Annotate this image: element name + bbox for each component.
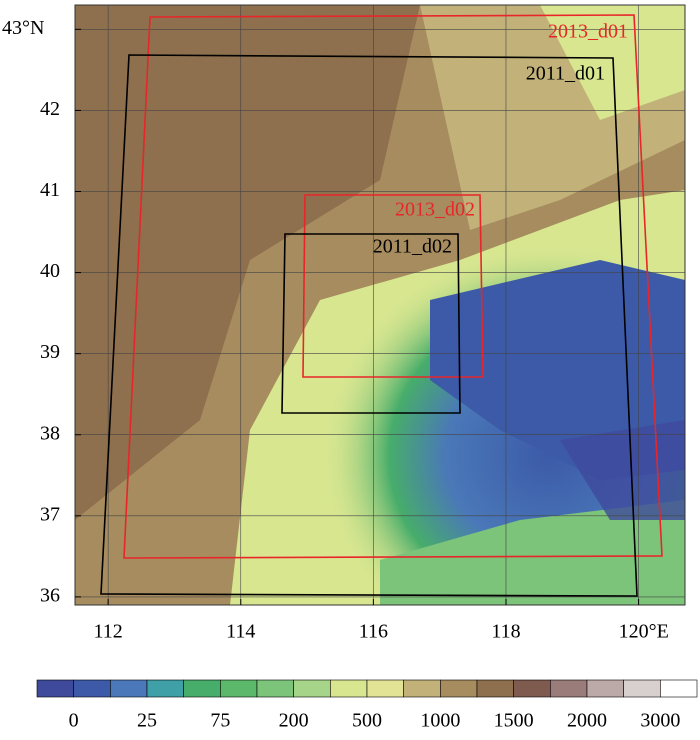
box-2011-d01 [100, 54, 638, 597]
y-tick-label: 37 [40, 503, 60, 525]
y-tick-label: 36 [40, 584, 60, 606]
domain-label: 2013_d02 [395, 199, 475, 221]
colorbar-label: 200 [279, 710, 309, 732]
x-tick-label: 118 [491, 621, 520, 643]
y-tick-label: 40 [40, 260, 60, 282]
colorbar-swatch [330, 679, 368, 698]
colorbar-label: 1500 [494, 710, 534, 732]
domain-label: 2011_d01 [526, 63, 605, 85]
x-tick-label: 114 [226, 621, 255, 643]
colorbar-swatch [476, 679, 514, 698]
x-tick-label: 112 [94, 621, 123, 643]
colorbar-label: 3000 [640, 710, 680, 732]
colorbar-swatch [73, 679, 111, 698]
colorbar-swatch [660, 679, 698, 698]
colorbar-label: 1000 [420, 710, 460, 732]
colorbar-swatch [293, 679, 331, 698]
y-tick-label: 42 [40, 98, 60, 120]
map-frame [74, 4, 686, 606]
y-tick-label: 43°N [2, 17, 44, 39]
colorbar-swatch [183, 679, 221, 698]
colorbar-swatch [403, 679, 441, 698]
colorbar-label: 2000 [567, 710, 607, 732]
y-tick-label: 41 [40, 179, 60, 201]
colorbar-swatch [623, 679, 661, 698]
colorbar-swatch [440, 679, 478, 698]
colorbar-swatch [513, 679, 551, 698]
colorbar-swatch [110, 679, 148, 698]
colorbar-swatch [550, 679, 588, 698]
domain-label: 2013_d01 [548, 21, 628, 43]
colorbar-swatch [366, 679, 404, 698]
domain-label: 2011_d02 [373, 236, 452, 258]
box-2013-d02 [302, 194, 484, 378]
colorbar-label: 75 [210, 710, 230, 732]
y-tick-label: 39 [40, 341, 60, 363]
colorbar-swatch [586, 679, 624, 698]
graticule [75, 5, 685, 605]
x-tick-label: 116 [359, 621, 388, 643]
colorbar-swatch [256, 679, 294, 698]
colorbar-label: 25 [137, 710, 157, 732]
colorbar-swatch [36, 679, 74, 698]
x-tick-label: 120°E [619, 621, 669, 643]
colorbar-swatch [146, 679, 184, 698]
colorbar-label: 500 [352, 710, 382, 732]
box-2011-d02 [281, 233, 461, 414]
terrain [75, 5, 685, 605]
colorbar-label: 0 [69, 710, 79, 732]
y-tick-label: 38 [40, 422, 60, 444]
domain-boxes [100, 14, 663, 597]
colorbar-swatch [220, 679, 258, 698]
box-2013-d01 [123, 14, 663, 559]
